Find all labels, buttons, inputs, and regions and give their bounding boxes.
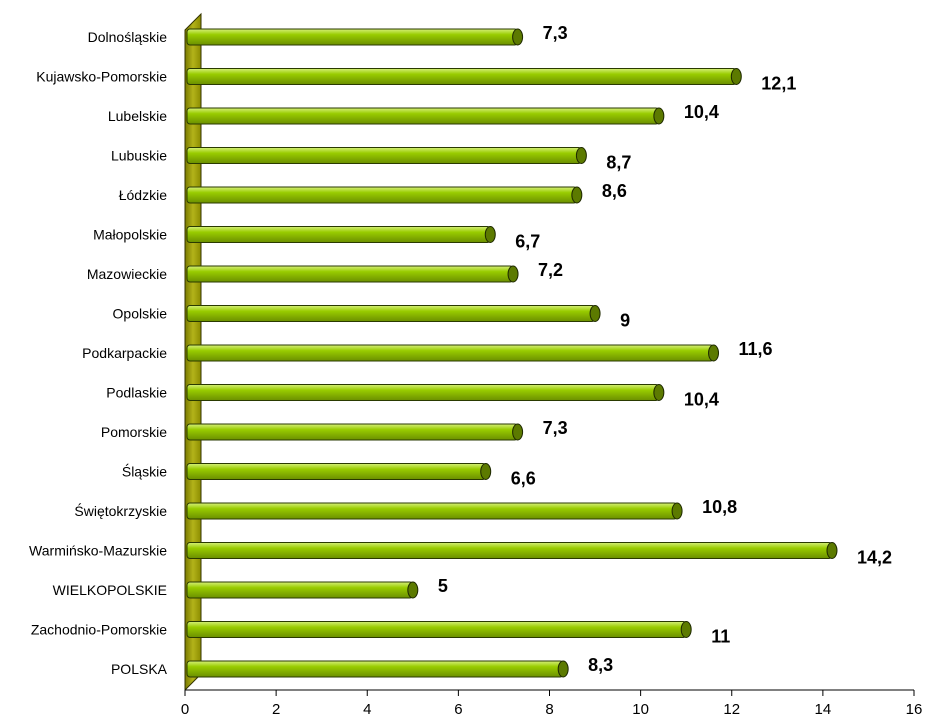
category-label: Podlaskie bbox=[106, 385, 167, 401]
value-label: 10,4 bbox=[684, 390, 719, 410]
category-label: POLSKA bbox=[111, 661, 168, 677]
category-label: Łódzkie bbox=[119, 187, 167, 203]
category-label: Podkarpackie bbox=[82, 345, 167, 361]
category-label: Opolskie bbox=[113, 306, 168, 322]
bar bbox=[186, 186, 578, 204]
bar bbox=[186, 423, 519, 441]
category-label: Świętokrzyskie bbox=[74, 502, 167, 519]
category-label: Warmińsko-Mazurskie bbox=[29, 543, 167, 559]
value-label: 6,6 bbox=[511, 469, 536, 489]
value-label: 7,3 bbox=[543, 23, 568, 43]
bar bbox=[186, 226, 491, 243]
bar bbox=[186, 305, 596, 322]
bar bbox=[186, 621, 687, 638]
value-label: 7,2 bbox=[538, 260, 563, 280]
x-tick-label: 12 bbox=[723, 701, 740, 718]
category-label: Dolnośląskie bbox=[88, 29, 168, 45]
x-tick-label: 10 bbox=[632, 701, 649, 718]
category-label: Pomorskie bbox=[101, 424, 167, 440]
bar bbox=[186, 107, 660, 125]
category-label: Kujawsko-Pomorskie bbox=[36, 69, 167, 85]
bar-end-cap bbox=[557, 660, 569, 678]
value-label: 8,6 bbox=[602, 181, 627, 201]
value-label: 8,7 bbox=[606, 153, 631, 173]
x-tick-label: 8 bbox=[545, 701, 553, 718]
bar-end-cap bbox=[708, 344, 720, 362]
value-label: 9 bbox=[620, 311, 630, 331]
value-label: 14,2 bbox=[857, 548, 892, 568]
category-label: Mazowieckie bbox=[87, 266, 167, 282]
value-label: 6,7 bbox=[515, 232, 540, 252]
category-label: Lubelskie bbox=[108, 108, 167, 124]
bar-end-cap bbox=[571, 186, 583, 204]
bar-end-cap bbox=[680, 621, 692, 638]
bar bbox=[186, 68, 737, 85]
x-tick-label: 16 bbox=[906, 701, 923, 718]
value-label: 10,4 bbox=[684, 102, 719, 122]
bar-end-cap bbox=[512, 28, 524, 46]
bar-end-cap bbox=[730, 68, 742, 85]
value-label: 12,1 bbox=[761, 74, 796, 94]
bar-end-cap bbox=[480, 463, 492, 480]
category-labels: Dolnośląskie Kujawsko-Pomorskie Lubelskie L… bbox=[29, 29, 168, 677]
bar-end-cap bbox=[575, 147, 587, 164]
bar-end-cap bbox=[407, 581, 419, 599]
bar bbox=[186, 265, 514, 283]
value-label: 5 bbox=[438, 576, 448, 596]
category-label: Małopolskie bbox=[93, 227, 167, 243]
bar bbox=[186, 344, 715, 362]
bars-group bbox=[186, 28, 838, 678]
x-tick-label: 6 bbox=[454, 701, 462, 718]
value-label: 8,3 bbox=[588, 655, 613, 675]
bar bbox=[186, 28, 519, 46]
category-label: Śląskie bbox=[122, 463, 167, 480]
bar bbox=[186, 147, 582, 164]
bar-end-cap bbox=[484, 226, 496, 243]
bar bbox=[186, 502, 678, 520]
bar bbox=[186, 463, 487, 480]
bar bbox=[186, 542, 833, 559]
x-tick-label: 4 bbox=[363, 701, 371, 718]
bar-end-cap bbox=[826, 542, 838, 559]
category-label: Zachodnio-Pomorskie bbox=[31, 622, 167, 638]
x-axis: 0 2 4 6 8 10 12 14 16 bbox=[181, 689, 923, 718]
bar bbox=[186, 384, 660, 401]
x-tick-label: 0 bbox=[181, 701, 189, 718]
x-tick-label: 2 bbox=[272, 701, 280, 718]
bar-end-cap bbox=[589, 305, 601, 322]
x-tick-label: 14 bbox=[815, 701, 832, 718]
value-label: 10,8 bbox=[702, 497, 737, 517]
bar-end-cap bbox=[507, 265, 519, 283]
value-labels: 7,3 12,1 10,4 8,7 8,6 6,7 7,2 9 11,6 10,4 7,3 6,6 10… bbox=[438, 23, 892, 675]
value-label: 11,6 bbox=[739, 339, 773, 359]
value-label: 11 bbox=[711, 627, 730, 647]
bar-end-cap bbox=[512, 423, 524, 441]
bar bbox=[186, 660, 564, 678]
category-label: WIELKOPOLSKIE bbox=[53, 582, 167, 598]
value-label: 7,3 bbox=[543, 418, 568, 438]
bar bbox=[186, 581, 414, 599]
category-label: Lubuskie bbox=[111, 148, 167, 164]
bar-end-cap bbox=[671, 502, 683, 520]
bar-end-cap bbox=[653, 107, 665, 125]
bar-end-cap bbox=[653, 384, 665, 401]
